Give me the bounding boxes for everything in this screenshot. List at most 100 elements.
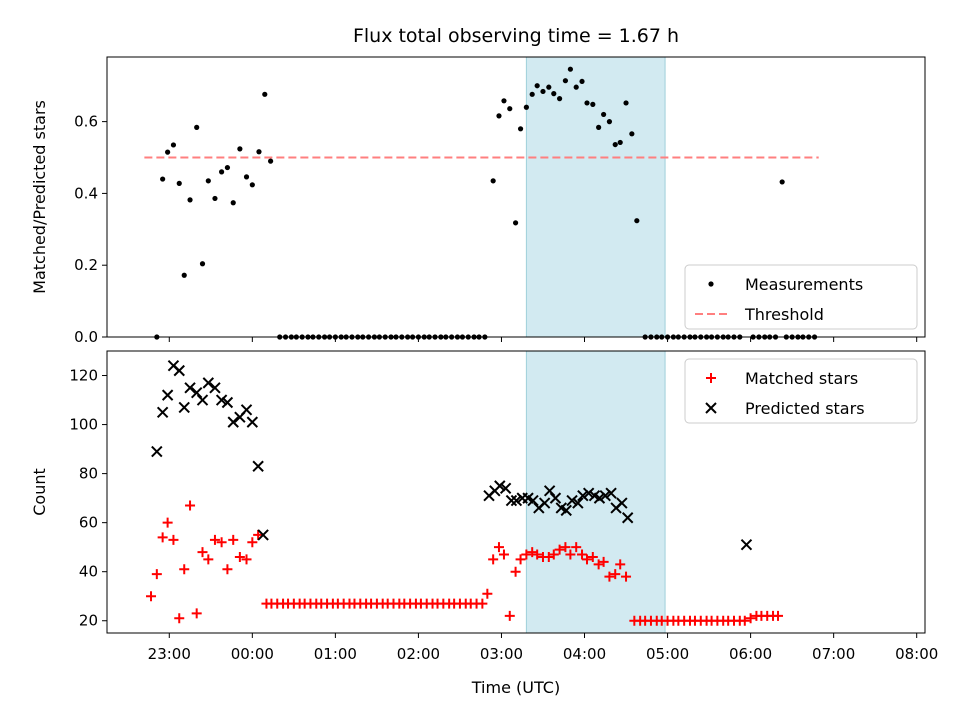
data-point — [157, 532, 168, 543]
data-point — [616, 497, 628, 509]
data-point — [209, 534, 220, 545]
y-tick-label: 120 — [69, 367, 98, 385]
y-tick-label: 0.2 — [74, 256, 98, 274]
data-point — [253, 529, 264, 540]
data-point — [477, 598, 488, 609]
x-tick-label: 05:00 — [646, 645, 689, 663]
legend-marker — [706, 373, 716, 383]
top-panel: 0.0 0.2 0.4 0.6 Matched/Predicted stars Measu… — [30, 56, 926, 346]
data-point — [540, 88, 546, 95]
data-point — [779, 179, 785, 185]
data-point — [247, 537, 258, 548]
data-point — [629, 131, 635, 137]
data-point — [601, 111, 607, 118]
data-point — [593, 492, 606, 504]
legend-label: Predicted stars — [745, 399, 865, 418]
plot-frame — [106, 350, 926, 634]
data-point — [203, 554, 214, 565]
chart-title: Flux total observing time = 1.67 h — [353, 25, 679, 47]
plot-frame — [106, 56, 926, 338]
data-point — [151, 445, 163, 458]
y-tick-label: 60 — [79, 514, 98, 532]
data-point — [512, 220, 519, 226]
data-point — [190, 386, 203, 399]
data-point — [556, 96, 563, 102]
data-point — [546, 84, 552, 90]
data-point — [499, 482, 512, 495]
data-point — [216, 537, 227, 548]
y-tick-label: 0.0 — [74, 328, 98, 346]
data-point — [501, 98, 507, 104]
data-point — [548, 549, 559, 560]
data-point — [240, 404, 253, 416]
data-point — [252, 460, 264, 472]
data-point — [510, 566, 521, 577]
data-point — [773, 610, 784, 621]
data-point — [176, 180, 182, 186]
y-tick-label: 0.4 — [74, 184, 98, 202]
data-point — [241, 554, 252, 565]
data-point — [490, 178, 496, 184]
data-point — [605, 487, 617, 499]
data-point — [246, 416, 259, 428]
x-tick-label: 06:00 — [729, 645, 772, 663]
data-point — [146, 591, 157, 602]
data-point — [243, 174, 250, 180]
x-axis-title: Time (UTC) — [471, 678, 560, 697]
data-point — [507, 106, 513, 112]
data-point — [191, 608, 202, 619]
data-point — [521, 549, 532, 560]
data-point — [562, 78, 569, 84]
data-point — [505, 494, 518, 507]
data-point — [161, 389, 174, 401]
data-point — [199, 261, 206, 267]
bottom-panel: 20 40 60 80 100 120 23:00 00:00 01:00 02:00 03:00 0… — [30, 350, 938, 663]
data-point — [739, 615, 750, 626]
data-point — [249, 182, 255, 188]
data-point — [532, 549, 543, 560]
x-tick-label: 23:00 — [148, 645, 191, 663]
data-point — [538, 497, 551, 509]
data-point — [237, 146, 243, 152]
data-point — [534, 83, 540, 89]
legend-label: Matched stars — [745, 369, 858, 388]
legend-box — [684, 358, 918, 424]
data-point — [224, 164, 231, 171]
data-point — [745, 613, 756, 624]
data-point — [634, 218, 640, 224]
data-point — [596, 124, 602, 130]
data-point — [604, 571, 615, 582]
data-point — [584, 100, 590, 106]
y-axis-title: Count — [30, 468, 49, 516]
data-point — [230, 200, 236, 206]
data-point — [181, 272, 187, 278]
data-point — [187, 197, 193, 203]
data-point — [566, 494, 578, 507]
data-point — [156, 406, 169, 419]
data-point — [623, 100, 629, 106]
x-tick-label: 03:00 — [480, 645, 523, 663]
data-point — [504, 610, 515, 621]
data-point — [577, 549, 588, 560]
legend-marker — [705, 402, 717, 414]
x-tick-label: 01:00 — [314, 645, 357, 663]
legend-label: Threshold — [744, 305, 824, 324]
legend-box — [684, 264, 918, 330]
y-tick-label: 100 — [69, 416, 98, 434]
data-point — [571, 542, 582, 553]
data-point — [196, 394, 209, 406]
data-point — [612, 141, 618, 148]
data-point — [554, 544, 565, 555]
data-point — [493, 542, 504, 553]
data-point — [527, 494, 539, 507]
data-point — [515, 554, 526, 565]
data-point — [582, 487, 595, 499]
data-point — [227, 416, 239, 428]
data-point — [197, 547, 208, 558]
data-point — [523, 104, 529, 110]
data-point — [621, 512, 634, 524]
data-point — [178, 401, 190, 414]
data-point — [488, 554, 499, 565]
x-tick-label: 08:00 — [895, 645, 938, 663]
